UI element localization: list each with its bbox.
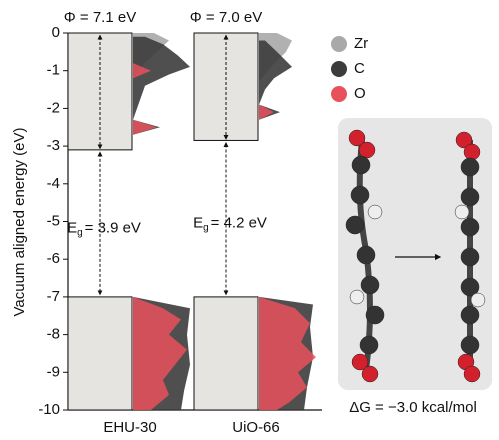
legend-marker [331, 61, 347, 77]
y-tick-label: -5 [47, 212, 60, 229]
y-tick-label: -8 [47, 326, 60, 343]
x-tick-label: UiO-66 [232, 419, 280, 436]
gap-value: = 4.2 eV [211, 215, 267, 232]
legend-marker [331, 36, 347, 52]
reaction-energy: ΔG = −3.0 kcal/mol [349, 399, 477, 416]
chart: Vacuum aligned energy (eV) ΔG = −3.0 kca… [0, 0, 499, 440]
y-tick-label: -3 [47, 137, 60, 154]
y-axis-label: Vacuum aligned energy (eV) [11, 128, 28, 317]
y-tick-label: -1 [47, 62, 60, 79]
dos-area [133, 63, 187, 410]
y-tick-label: -7 [47, 288, 60, 305]
y-tick-label: -10 [38, 401, 60, 418]
valence-block [194, 297, 258, 410]
work-function-label: Φ = 7.0 eV [190, 9, 262, 26]
legend-label: Zr [354, 35, 368, 52]
legend-label: C [354, 60, 365, 77]
y-tick-label: -4 [47, 175, 60, 192]
legend-label: O [354, 85, 366, 102]
dos-area [259, 105, 316, 410]
band-gap-label: Eg= 4.2 eV [193, 215, 267, 234]
y-tick-label: -6 [47, 250, 60, 267]
y-tick-label: -2 [47, 99, 60, 116]
legend-marker [331, 86, 347, 102]
gap-subscript: g [77, 227, 83, 238]
valence-block [68, 297, 132, 410]
reaction-panel [338, 118, 492, 390]
gap-value: = 3.9 eV [85, 219, 141, 236]
band-gap-label: Eg= 3.9 eV [67, 219, 141, 238]
y-tick-label: 0 [52, 24, 60, 41]
gap-symbol: E [67, 219, 77, 236]
gap-subscript: g [203, 222, 209, 233]
work-function-label: Φ = 7.1 eV [64, 9, 136, 26]
y-tick-label: -9 [47, 363, 60, 380]
x-tick-label: EHU-30 [103, 419, 156, 436]
gap-symbol: E [193, 215, 203, 232]
